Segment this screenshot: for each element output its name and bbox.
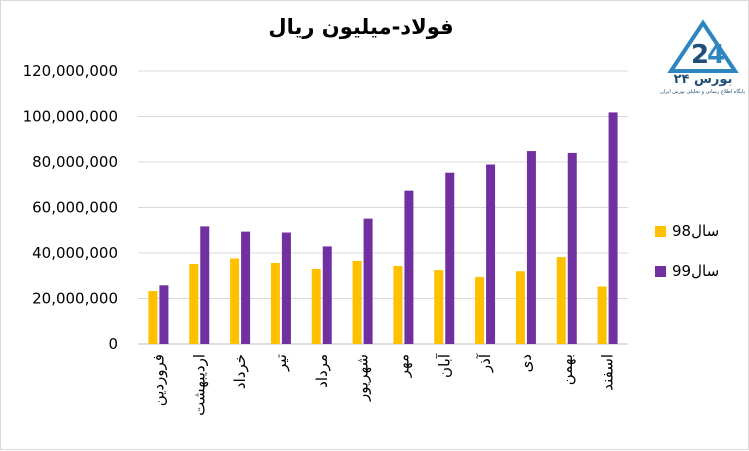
svg-text:4: 4: [707, 40, 725, 70]
y-tick-label: 20,000,000: [32, 290, 118, 308]
logo-tagline: پایگاه اطلاع رسانی و تحلیلی بورس ایران: [660, 89, 745, 95]
y-tick-label: 60,000,000: [32, 199, 118, 217]
bar-98: [556, 257, 566, 344]
bar-98: [475, 276, 485, 344]
bar-98: [515, 271, 525, 344]
legend: سال98 سال99: [655, 220, 719, 300]
bar-99: [404, 190, 414, 344]
x-tick-label: خرداد: [231, 354, 249, 389]
y-tick-label: 40,000,000: [32, 244, 118, 262]
x-tick-label: آبان: [435, 353, 453, 378]
bar-98: [393, 265, 403, 344]
bar-98: [434, 270, 444, 344]
bar-99: [486, 164, 496, 344]
bar-98: [189, 263, 199, 344]
y-tick-label: 120,000,000: [23, 62, 118, 80]
x-tick-label: اسفند: [599, 354, 617, 391]
bar-98: [148, 290, 158, 344]
bar-98: [230, 258, 240, 344]
bourse24-logo: 2 4 بورس ۲۴ پایگاه اطلاع رسانی و تحلیلی …: [660, 19, 745, 101]
legend-item-98: سال98: [655, 220, 719, 242]
x-tick-label: بهمن: [558, 354, 576, 385]
bar-99: [241, 231, 251, 344]
bar-98: [352, 260, 362, 344]
x-tick-label: اردیبهشت: [190, 354, 208, 416]
x-tick-label: تیر: [272, 354, 290, 372]
bar-99: [526, 151, 536, 344]
legend-label-99: سال99: [672, 262, 720, 280]
logo-name: بورس ۲۴: [673, 72, 733, 87]
bar-99: [159, 285, 169, 344]
bar-98: [311, 268, 321, 344]
x-tick-label: مرداد: [313, 354, 331, 388]
bar-99: [445, 172, 455, 344]
bar-98: [270, 263, 280, 344]
chart-title: فولاد-میلیون ریال: [268, 15, 454, 39]
bar-98: [597, 286, 607, 344]
x-tick-label: دی: [517, 354, 535, 372]
legend-label-98: سال98: [672, 222, 720, 240]
bar-99: [281, 232, 291, 344]
svg-text:2: 2: [691, 40, 709, 70]
x-tick-label: آذر: [476, 353, 494, 373]
x-tick-label: مهر: [394, 354, 412, 378]
legend-swatch-99: [655, 265, 666, 277]
bar-99: [322, 246, 332, 344]
bar-99: [567, 152, 577, 344]
legend-item-99: سال99: [655, 260, 719, 282]
logo-mark-icon: 2 4: [667, 19, 739, 73]
bar-99: [363, 218, 373, 344]
x-tick-label: فروردین: [149, 354, 167, 406]
bar-99: [608, 112, 618, 344]
x-tick-label: شهریور: [354, 354, 372, 402]
y-tick-label: 80,000,000: [32, 153, 118, 171]
y-tick-label: 0: [108, 335, 118, 353]
bar-99: [200, 226, 210, 344]
legend-swatch-98: [655, 225, 666, 237]
y-tick-label: 100,000,000: [23, 108, 118, 126]
